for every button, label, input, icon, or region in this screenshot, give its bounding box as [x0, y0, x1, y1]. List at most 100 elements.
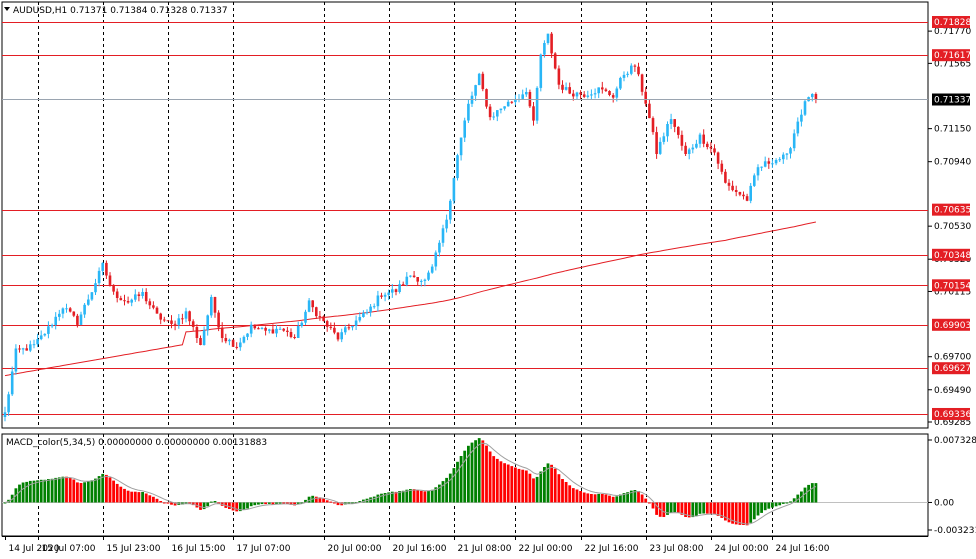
candle-body [184, 311, 188, 319]
macd-histogram-bar [517, 468, 521, 503]
macd-histogram-bar [485, 445, 488, 503]
macd-histogram-bar [528, 473, 532, 503]
macd-histogram-bar [32, 480, 36, 503]
x-tick-label: 16 Jul 15:00 [172, 544, 226, 554]
candle-body [727, 182, 731, 186]
candle-body [213, 297, 217, 313]
macd-histogram-bar [521, 469, 525, 503]
candle-body [170, 320, 173, 324]
price-level-tag [932, 279, 970, 292]
macd-histogram-bar [626, 492, 629, 503]
macd-histogram-bar [532, 478, 535, 503]
candle-body [532, 106, 535, 121]
macd-histogram-bar [499, 461, 503, 503]
candle-body [141, 292, 144, 296]
macd-histogram-bar [72, 479, 76, 503]
macd-histogram-bar [282, 502, 286, 504]
macd-histogram-bar [333, 502, 336, 504]
candle-body [427, 272, 430, 280]
candle-body [235, 346, 238, 348]
candle-body [481, 73, 485, 90]
price-level-tag [932, 16, 970, 28]
candle-body [134, 294, 137, 300]
macd-histogram-bar [101, 473, 105, 503]
candle-body [673, 119, 676, 127]
candle-body [191, 321, 195, 327]
candle-body [54, 316, 57, 325]
macd-histogram-bar [705, 502, 709, 514]
candle-body [47, 326, 50, 334]
candle-body [535, 87, 539, 121]
macd-histogram-bar [546, 463, 550, 503]
candle-body [412, 275, 416, 277]
candle-body [32, 344, 36, 346]
macd-histogram-bar [698, 502, 702, 514]
macd-histogram-bar [372, 496, 376, 503]
candle-body [25, 348, 28, 351]
candle-body [264, 327, 267, 331]
candle-body [590, 94, 593, 96]
collapse-triangle-icon[interactable] [4, 7, 10, 11]
candle-body [242, 336, 246, 343]
candle-body [550, 33, 553, 54]
candle-body [29, 344, 32, 351]
candle-body [7, 394, 10, 413]
macd-histogram-bar [749, 502, 753, 523]
macd-histogram-bar [810, 483, 814, 503]
macd-histogram-bar [452, 468, 456, 503]
macd-histogram-bar [105, 474, 108, 503]
price-level-tag-label: 0.70635 [934, 206, 971, 216]
macd-histogram-bar [206, 502, 210, 507]
y-tick-label: 0.69490 [934, 386, 971, 396]
candle-body [521, 94, 524, 99]
macd-histogram-bar [781, 502, 785, 504]
candle-body [340, 332, 343, 340]
candle-body [441, 228, 445, 243]
chart-header-ohlc: AUDUSD,H1 0.71371 0.71384 0.71328 0.7133… [13, 6, 228, 16]
macd-histogram-bar [137, 492, 141, 503]
macd-histogram-bar [83, 482, 86, 503]
macd-histogram-bar [202, 502, 206, 510]
macd-histogram-bar [289, 502, 293, 505]
candle-body [749, 185, 752, 201]
x-tick-label: 20 Jul 00:00 [328, 544, 382, 554]
macd-histogram-bar [778, 502, 782, 506]
candle-body [514, 100, 517, 103]
candle-body [394, 289, 398, 292]
candle-body [315, 307, 318, 317]
price-level-tag-label: 0.69336 [934, 410, 971, 420]
candle-body [456, 155, 459, 179]
macd-histogram-bar [622, 493, 626, 503]
macd-histogram-bar [568, 485, 572, 503]
macd-histogram-bar [47, 479, 50, 503]
macd-histogram-bar [441, 481, 445, 503]
price-level-tag [932, 362, 970, 375]
macd-histogram-bar [235, 502, 239, 512]
candle-body [155, 307, 159, 314]
macd-histogram-bar [68, 477, 72, 503]
candle-body [709, 147, 713, 149]
macd-histogram-bar [640, 494, 644, 503]
candle-body [43, 333, 47, 336]
candle-body [224, 338, 228, 342]
candle-body [322, 316, 325, 322]
macd-histogram-bar [398, 491, 401, 503]
candle-body [492, 116, 495, 118]
macd-histogram-bar [604, 494, 608, 503]
macd-histogram-bar [249, 502, 253, 507]
candle-body [724, 171, 727, 183]
candle-body [177, 318, 181, 325]
candle-body [738, 192, 742, 195]
macd-histogram-bar [510, 466, 514, 503]
candle-body [260, 327, 264, 329]
candle-body [579, 92, 582, 95]
macd-histogram-bar [376, 494, 380, 503]
macd-histogram-bar [615, 496, 619, 503]
macd-histogram-bar [50, 478, 54, 503]
macd-histogram-bar [644, 498, 648, 503]
candle-body [293, 337, 296, 338]
macd-histogram-bar [76, 482, 79, 503]
macd-histogram-bar [380, 493, 383, 503]
candle-body [36, 339, 39, 345]
candle-body [651, 118, 655, 133]
